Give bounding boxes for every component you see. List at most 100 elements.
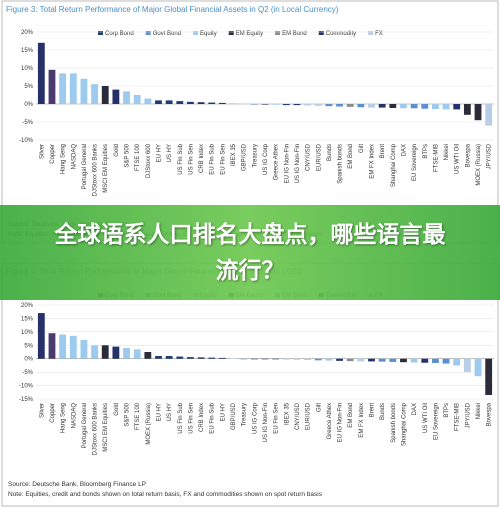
x-tick-label: US Fin Sen — [188, 144, 194, 175]
bar — [112, 346, 120, 359]
y-tick-label: 10% — [21, 66, 34, 72]
bar — [187, 101, 194, 104]
x-tick-label: US Fin Sub — [178, 402, 184, 433]
bar — [421, 104, 429, 109]
y-tick-label: -10% — [19, 384, 34, 390]
bar — [250, 104, 258, 105]
x-tick-label: EM FX Index — [359, 403, 365, 438]
bar — [325, 358, 333, 361]
bar — [282, 358, 290, 360]
source: Source: Deutsche Bank, Bloomberg Finance… — [8, 481, 146, 488]
y-tick-label: 20% — [21, 30, 34, 36]
bar — [314, 358, 322, 361]
legend-label: Corp Bond — [105, 31, 134, 37]
bar — [37, 313, 45, 359]
bar — [69, 73, 77, 104]
x-tick-label: Hang Seng — [61, 403, 67, 433]
bar — [69, 335, 77, 359]
bar — [389, 104, 397, 108]
x-tick-label: US IG Corp — [263, 143, 269, 175]
bar — [442, 358, 450, 364]
x-tick-label: BTPs — [444, 403, 450, 418]
bar — [80, 339, 88, 359]
x-tick-label: Portugal General — [82, 403, 88, 448]
x-tick-label: EU Sovereign — [412, 144, 418, 181]
bar — [59, 73, 67, 104]
bar — [37, 42, 45, 104]
x-tick-label: DAX — [401, 144, 407, 156]
x-tick-label: EU Fin Sen — [274, 403, 280, 434]
bar — [240, 358, 248, 360]
legend-swatch — [318, 31, 324, 35]
bar — [133, 349, 141, 359]
banner-text: 全球语系人口排名大盘点，哪些语言最流行？ — [54, 221, 446, 284]
bar — [240, 103, 248, 105]
bar — [218, 102, 226, 104]
legend-label: EM Bond — [282, 31, 307, 37]
bar — [101, 86, 109, 104]
bar — [410, 104, 418, 109]
x-tick-label: S&P 500 — [125, 402, 131, 426]
x-tick-label: GBP/USD — [231, 402, 237, 430]
x-tick-label: Treasury — [242, 403, 248, 426]
y-tick-label: -10% — [19, 138, 34, 144]
x-tick-label: BTPs — [423, 144, 429, 159]
bar — [293, 104, 301, 106]
y-tick-label: -15% — [19, 397, 34, 403]
bar — [304, 358, 312, 361]
bar — [208, 102, 216, 104]
x-tick-label: EU Fin Sen — [220, 144, 226, 175]
legend-label: EM Equity — [236, 31, 263, 37]
bar — [368, 104, 375, 108]
x-tick-label: EU HY — [156, 144, 162, 162]
bar — [346, 358, 354, 362]
bar — [155, 356, 162, 359]
x-tick-label: FTSE-MIB — [455, 403, 461, 431]
x-tick-label: EM Bond — [348, 144, 354, 169]
x-tick-label: MOEX (Russia) — [476, 144, 482, 186]
x-tick-label: EU IG Non-Fin — [284, 144, 290, 183]
x-tick-label: Bunds — [380, 403, 386, 420]
bar — [314, 104, 322, 106]
bar — [123, 91, 130, 104]
x-tick-label: EUR/USD — [306, 402, 312, 430]
bar — [48, 69, 56, 104]
bar — [453, 358, 461, 366]
x-tick-label: EU Sovereign — [433, 403, 439, 440]
bar — [357, 104, 365, 108]
x-tick-label: DJStoxx 600 Banks — [93, 403, 99, 455]
legend-label: FX — [375, 31, 383, 37]
bar — [485, 358, 493, 395]
x-tick-label: EUR/USD — [316, 143, 322, 171]
banner: 全球语系人口排名大盘点，哪些语言最流行？ — [0, 205, 500, 300]
bar — [368, 358, 375, 362]
x-tick-label: Hang Seng — [61, 144, 67, 174]
x-tick-label: FTSE-MIB — [433, 144, 439, 172]
x-tick-label: US IG Non-Fin — [295, 144, 301, 183]
bar — [261, 104, 269, 105]
bar — [282, 104, 290, 106]
bar — [400, 104, 407, 109]
bar — [463, 104, 471, 115]
bar — [400, 358, 407, 363]
bar — [389, 358, 397, 362]
x-tick-label: US HY — [167, 403, 173, 421]
legend-swatch — [275, 31, 281, 35]
bar — [133, 95, 141, 104]
bar — [91, 345, 98, 359]
y-tick-label: 0% — [24, 357, 33, 363]
x-tick-label: Brent — [370, 403, 376, 418]
y-tick-label: 0% — [24, 102, 33, 108]
y-tick-label: 10% — [21, 330, 34, 336]
y-tick-label: 15% — [21, 316, 34, 322]
panel — [1, 262, 499, 507]
bar — [250, 358, 258, 360]
legend-swatch — [368, 31, 374, 35]
bar — [91, 84, 98, 104]
x-tick-label: Silver — [39, 144, 45, 159]
legend-swatch — [145, 31, 151, 35]
bar — [165, 100, 173, 104]
bar — [208, 357, 216, 359]
x-tick-label: S&P 500 — [125, 143, 131, 167]
x-tick-label: Shanghai Comp — [401, 402, 407, 446]
